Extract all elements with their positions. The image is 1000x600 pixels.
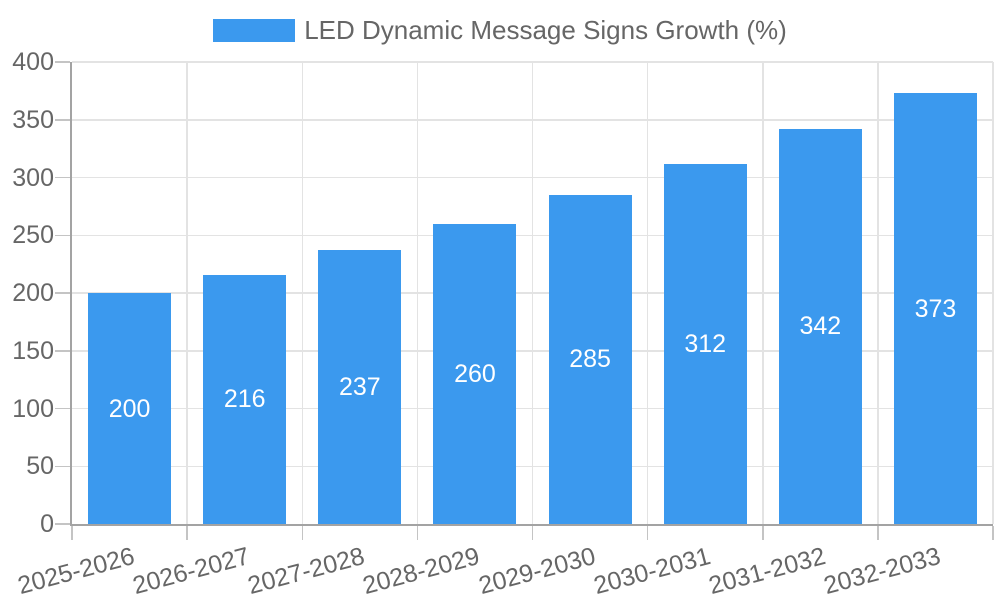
x-tick-label: 2030-2031 [590, 542, 714, 600]
y-tick [55, 350, 70, 352]
bar-2030-2031 [663, 163, 747, 524]
x-tick-label: 2027-2028 [245, 542, 368, 600]
x-tick [301, 526, 303, 540]
x-tick [762, 526, 764, 540]
x-tick-label: 2032-2033 [820, 542, 944, 600]
bar-2032-2033 [893, 93, 977, 524]
v-gridline [762, 62, 764, 524]
y-tick [55, 176, 70, 179]
y-tick-label: 0 [40, 510, 54, 538]
bar-2025-2026 [88, 293, 172, 524]
x-axis-line [70, 524, 993, 526]
x-tick-label: 2025-2026 [14, 542, 138, 600]
y-tick-label: 50 [26, 452, 54, 481]
y-tick [55, 292, 70, 294]
legend-swatch [213, 19, 296, 42]
v-gridline [877, 62, 879, 524]
y-tick-label: 100 [12, 394, 54, 423]
bar-value-label: 342 [799, 312, 842, 341]
bar-value-label: 285 [569, 345, 611, 374]
x-tick-label: 2026-2027 [129, 542, 253, 600]
bar-2029-2030 [548, 194, 632, 524]
x-tick [646, 526, 649, 540]
v-gridline [301, 62, 303, 524]
v-gridline [531, 62, 534, 524]
x-tick-label: 2028-2029 [360, 542, 483, 600]
bar-value-label: 373 [914, 294, 957, 323]
y-tick [55, 465, 70, 467]
y-tick [55, 234, 70, 236]
y-tick-label: 300 [12, 163, 54, 192]
v-gridline [186, 62, 188, 524]
x-tick [416, 526, 419, 540]
bar-value-label: 216 [223, 385, 266, 414]
x-tick-label: 2031-2032 [705, 542, 829, 600]
y-tick [55, 61, 70, 63]
x-tick [186, 526, 188, 540]
x-tick [992, 526, 994, 540]
y-tick-label: 400 [12, 48, 54, 76]
x-tick [71, 526, 73, 540]
bar-value-label: 312 [684, 329, 727, 358]
y-tick-label: 250 [12, 221, 54, 250]
legend-label: LED Dynamic Message Signs Growth (%) [304, 15, 787, 45]
y-tick-label: 200 [12, 279, 54, 307]
x-tick-label: 2029-2030 [475, 542, 599, 600]
v-gridline [646, 62, 649, 524]
y-tick [55, 523, 70, 525]
y-tick [55, 119, 70, 121]
v-gridline [992, 62, 994, 524]
y-tick [55, 407, 70, 410]
bar-value-label: 260 [454, 359, 496, 388]
y-tick-label: 150 [12, 336, 54, 365]
legend-item[interactable]: LED Dynamic Message Signs Growth (%) [0, 17, 1000, 44]
bar-value-label: 237 [338, 373, 381, 402]
y-tick-label: 350 [12, 105, 54, 134]
bar-value-label: 200 [108, 394, 151, 423]
v-gridline [416, 62, 419, 524]
bar-2028-2029 [433, 223, 517, 524]
bar-2026-2027 [203, 274, 287, 524]
bar-2027-2028 [318, 250, 402, 524]
x-tick [531, 526, 534, 540]
x-tick [877, 526, 879, 540]
y-axis-line [70, 62, 72, 524]
bar-2031-2032 [778, 128, 862, 524]
